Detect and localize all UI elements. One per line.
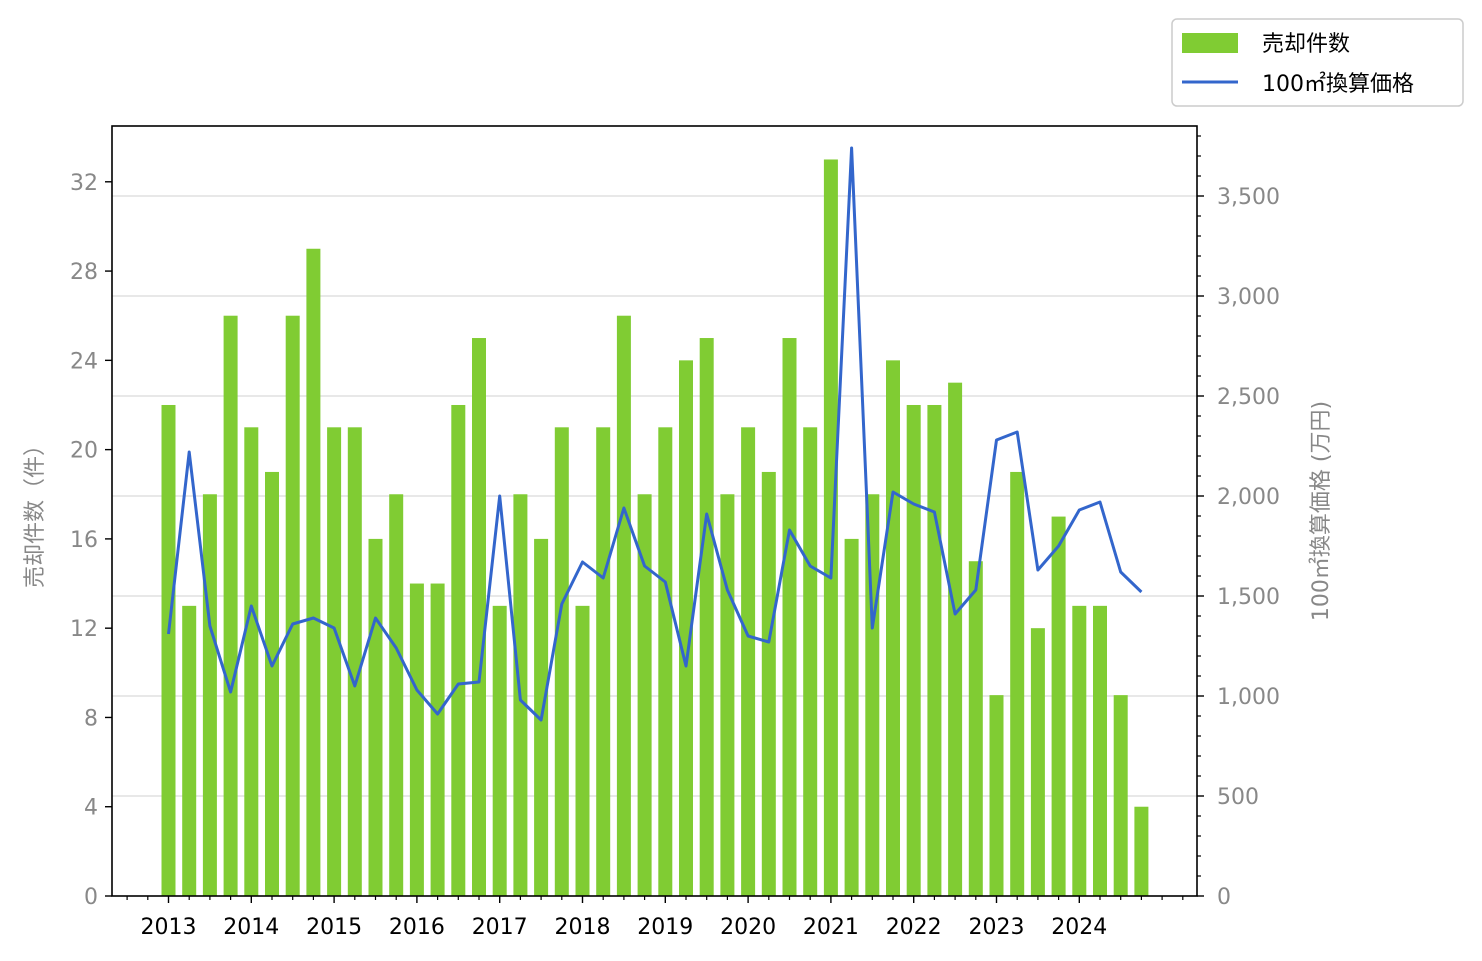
- right-axis: 0 500 1,000 1,500 2,000 2,500 3,000 3,500: [1197, 135, 1280, 910]
- bar: [699, 338, 714, 896]
- x-axis: 2013 2014 2015 2016 2017 2018 2019 2020 2021 2022…: [126, 896, 1184, 940]
- legend-bar-swatch: [1182, 33, 1238, 53]
- price-line: [167, 146, 1143, 722]
- left-tick-label: 24: [70, 349, 98, 374]
- bar: [182, 605, 197, 896]
- bar: [658, 427, 673, 896]
- left-tick-label: 12: [70, 617, 98, 642]
- bar: [782, 338, 797, 896]
- x-tick-label: 2015: [306, 915, 362, 940]
- x-tick-label: 2024: [1051, 915, 1107, 940]
- legend-bar-label: 売却件数: [1262, 32, 1350, 57]
- bar: [327, 427, 342, 896]
- bar: [803, 427, 818, 896]
- bar: [865, 494, 880, 896]
- bar: [886, 360, 900, 896]
- bar: [409, 583, 424, 896]
- right-axis-title: 100㎡換算価格 (万円): [1308, 401, 1334, 621]
- bar: [616, 315, 631, 896]
- left-tick-label: 8: [84, 706, 98, 731]
- bar: [1134, 806, 1149, 896]
- bar: [844, 538, 859, 896]
- x-tick-label: 2021: [803, 915, 859, 940]
- right-tick-label: 1,000: [1217, 685, 1280, 710]
- bar: [306, 248, 321, 897]
- bar: [720, 494, 735, 896]
- bar: [906, 404, 921, 896]
- left-axis-title: 売却件数（件）: [23, 434, 48, 588]
- bar: [202, 494, 217, 896]
- bar: [1093, 605, 1107, 896]
- legend: 売却件数 100㎡換算価格: [1171, 18, 1464, 107]
- bar: [989, 695, 1004, 896]
- bar: [492, 605, 507, 896]
- bar: [161, 404, 176, 896]
- bar: [472, 338, 486, 896]
- bar: [741, 427, 756, 896]
- bar: [761, 471, 776, 896]
- bar: [1051, 516, 1066, 896]
- legend-line-label: 100㎡換算価格: [1262, 71, 1414, 97]
- left-tick-label: 0: [84, 885, 98, 910]
- right-tick-label: 3,000: [1217, 285, 1280, 310]
- left-tick-label: 16: [70, 528, 98, 553]
- x-tick-label: 2014: [223, 915, 279, 940]
- bar: [968, 561, 983, 896]
- left-tick-label: 28: [70, 260, 98, 285]
- x-tick-label: 2020: [720, 915, 776, 940]
- bar: [823, 159, 838, 896]
- right-tick-label: 0: [1217, 885, 1231, 910]
- bar: [1072, 605, 1087, 896]
- left-tick-label: 32: [70, 171, 98, 196]
- bar: [430, 583, 445, 896]
- bar: [368, 538, 383, 896]
- bar: [451, 404, 466, 896]
- x-tick-label: 2023: [969, 915, 1025, 940]
- x-tick-label: 2019: [637, 915, 693, 940]
- right-tick-label: 3,500: [1217, 185, 1280, 210]
- left-axis: 0 4 8 12 16 20 24 28 32: [70, 171, 112, 910]
- bar: [265, 471, 279, 896]
- x-tick-label: 2016: [389, 915, 445, 940]
- x-tick-label: 2018: [555, 915, 611, 940]
- bar: [948, 382, 963, 897]
- left-tick-label: 20: [70, 439, 98, 464]
- bar: [679, 360, 693, 896]
- line-series: [167, 146, 1143, 722]
- x-tick-label: 2013: [141, 915, 197, 940]
- plot-frame: [111, 125, 1198, 897]
- bar: [285, 315, 300, 896]
- bar: [596, 427, 611, 896]
- bar: [389, 494, 404, 896]
- bar: [244, 427, 259, 896]
- right-tick-label: 2,500: [1217, 385, 1280, 410]
- bar: [575, 605, 590, 896]
- right-tick-label: 1,500: [1217, 585, 1280, 610]
- bar: [223, 315, 238, 896]
- bar: [1030, 628, 1045, 896]
- bar-series: [161, 159, 1149, 897]
- right-tick-label: 500: [1217, 785, 1259, 810]
- legend-box: [1171, 18, 1464, 107]
- bar: [1010, 471, 1025, 896]
- bar: [927, 404, 942, 896]
- x-tick-label: 2022: [886, 915, 942, 940]
- bar: [554, 427, 569, 896]
- bar: [1113, 695, 1128, 896]
- bar: [347, 427, 362, 896]
- left-tick-label: 4: [84, 796, 98, 821]
- x-tick-label: 2017: [472, 915, 528, 940]
- right-tick-label: 2,000: [1217, 485, 1280, 510]
- bar: [637, 494, 652, 896]
